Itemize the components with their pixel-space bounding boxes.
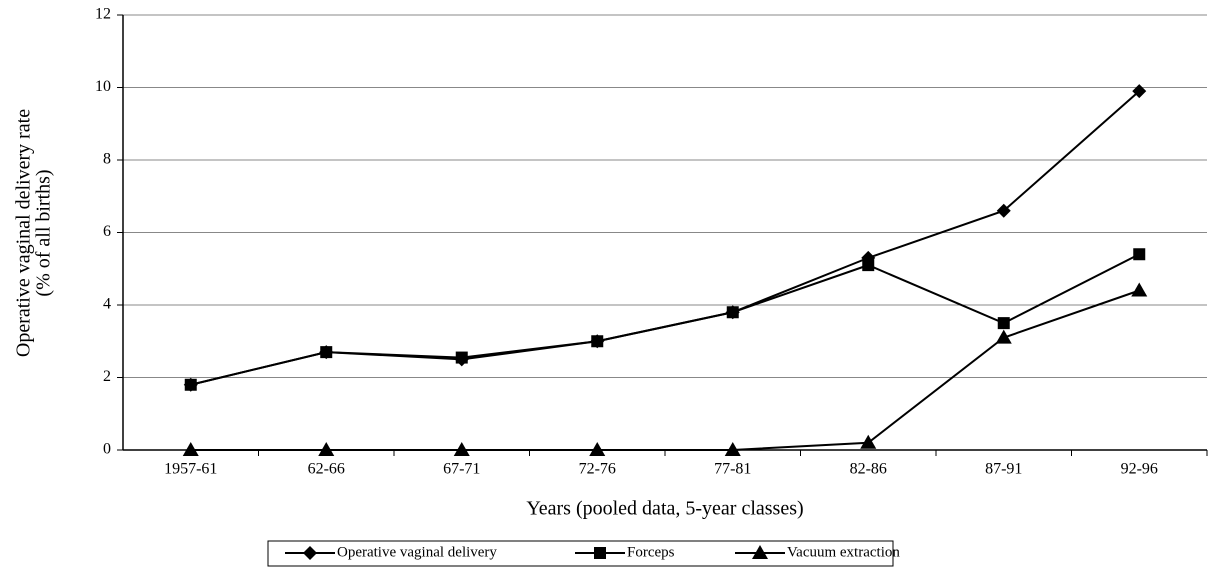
y-tick-label: 10 xyxy=(95,78,111,95)
x-tick-label: 67-71 xyxy=(443,461,480,478)
marker xyxy=(1131,282,1148,297)
legend: Operative vaginal delivery Forceps Vacuum … xyxy=(267,540,900,567)
marker xyxy=(860,434,877,449)
marker xyxy=(594,547,606,559)
marker xyxy=(455,351,468,364)
marker xyxy=(320,346,333,359)
marker xyxy=(997,317,1010,330)
y-tick-label: 4 xyxy=(103,296,111,313)
x-tick-label: 87-91 xyxy=(985,461,1022,478)
marker xyxy=(318,442,335,456)
y-tick-label: 2 xyxy=(103,368,111,385)
x-tick-label: 62-66 xyxy=(308,461,345,478)
y-tick-label: 0 xyxy=(103,441,111,458)
marker xyxy=(724,442,741,456)
legend-label: Operative vaginal delivery xyxy=(337,544,497,560)
marker xyxy=(995,329,1012,344)
marker xyxy=(726,306,739,319)
marker xyxy=(1132,84,1147,99)
x-tick-label: 1957-61 xyxy=(164,461,217,478)
x-axis-title: Years (pooled data, 5-year classes) xyxy=(526,498,803,520)
y-axis-title: Operative vaginal delivery rate (% of al… xyxy=(13,109,55,357)
marker xyxy=(182,442,199,456)
marker xyxy=(453,442,470,456)
series-line xyxy=(190,289,1140,451)
series-line xyxy=(190,253,1140,386)
y-tick-label: 12 xyxy=(95,6,111,23)
marker xyxy=(184,378,197,391)
x-tick-label: 72-76 xyxy=(579,461,616,478)
y-axis-title-line: (% of all births) xyxy=(33,169,55,296)
legend-label: Forceps xyxy=(627,544,675,560)
marker xyxy=(303,546,317,560)
marker xyxy=(996,203,1011,218)
legend-label: Vacuum extraction xyxy=(787,544,900,560)
x-tick-label: 77-81 xyxy=(714,461,751,478)
marker xyxy=(862,259,875,272)
x-tick-label: 92-96 xyxy=(1121,461,1158,478)
y-tick-label: 8 xyxy=(103,151,111,168)
y-axis-title-line: Operative vaginal delivery rate xyxy=(13,109,35,357)
marker xyxy=(1133,248,1146,261)
marker xyxy=(591,335,604,348)
marker xyxy=(589,442,606,456)
y-tick-label: 6 xyxy=(103,223,111,240)
marker xyxy=(752,545,768,559)
x-tick-label: 82-86 xyxy=(850,461,887,478)
series-line xyxy=(190,90,1140,386)
